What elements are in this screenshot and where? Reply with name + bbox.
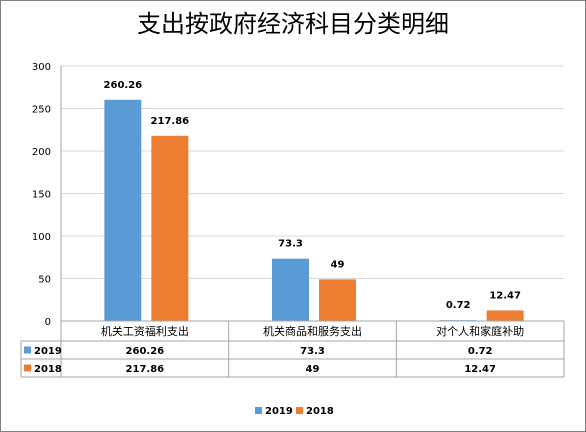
data-table: 机关工资福利支出 机关商品和服务支出 对个人和家庭补助 2019 260.26 73.3 0… [20, 320, 565, 378]
legend: 2019 2018 [255, 406, 334, 417]
gridlines [60, 65, 564, 322]
y-tick-label: 300 [32, 62, 51, 73]
table-cell: 49 [306, 364, 320, 375]
table-cell: 217.86 [126, 364, 165, 375]
bar-2018 [486, 310, 524, 321]
y-tick-label: 100 [32, 232, 51, 243]
data-label: 12.47 [489, 290, 521, 301]
data-label: 73.3 [278, 239, 303, 250]
bars: 260.26 217.86 73.3 49 0.72 12.47 [104, 80, 524, 322]
y-tick-label: 150 [32, 190, 51, 201]
legend-label: 2019 [265, 406, 293, 417]
y-tick-label: 200 [32, 147, 51, 158]
table-cell: 12.47 [464, 364, 496, 375]
bar-2019 [104, 99, 142, 322]
chart-title: 支出按政府经济科目分类明细 [137, 10, 449, 38]
table-legend-key [24, 346, 31, 354]
legend-key-2019 [255, 407, 262, 414]
table-legend-key [24, 364, 31, 372]
table-cell: 260.26 [126, 346, 165, 357]
table-cell: 73.3 [300, 346, 325, 357]
data-label: 260.26 [104, 80, 143, 91]
category-label: 机关工资福利支出 [101, 324, 189, 338]
y-tick-label: 250 [32, 105, 51, 116]
table-cell: 0.72 [468, 346, 493, 357]
category-label: 机关商品和服务支出 [263, 324, 362, 338]
y-tick-label: 0 [45, 317, 51, 328]
table-series-name: 2019 [34, 346, 62, 357]
category-label: 对个人和家庭补助 [436, 324, 524, 338]
legend-label: 2018 [306, 406, 334, 417]
bar-2018 [319, 279, 356, 321]
data-label: 217.86 [151, 116, 190, 127]
legend-key-2018 [296, 407, 303, 414]
table-series-name: 2018 [34, 364, 62, 375]
y-axis: 0 50 100 150 200 250 300 [32, 62, 51, 328]
bar-2018 [151, 135, 189, 321]
y-tick-label: 50 [38, 275, 51, 286]
data-label: 49 [331, 259, 345, 270]
bar-2019 [272, 258, 309, 321]
data-label: 0.72 [446, 300, 471, 311]
